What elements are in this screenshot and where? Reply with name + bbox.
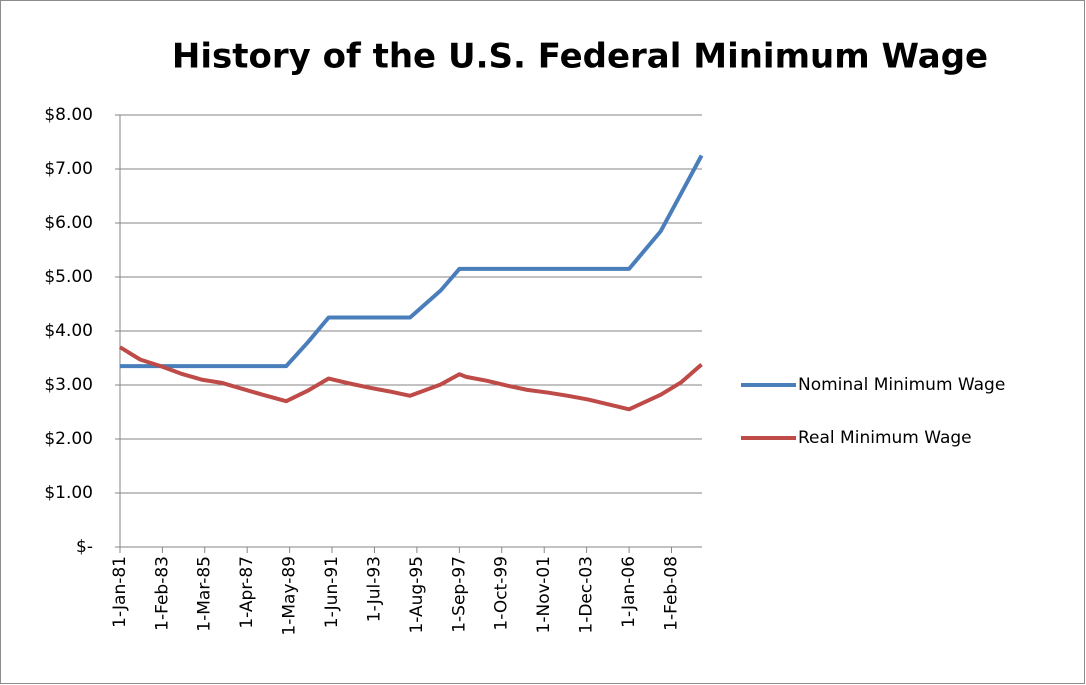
x-tick-label: 1-Sep-97 bbox=[449, 556, 469, 633]
x-tick-label: 1-Feb-83 bbox=[152, 556, 172, 631]
legend-label: Nominal Minimum Wage bbox=[798, 375, 1005, 395]
y-tick-label: $1.00 bbox=[44, 483, 93, 503]
x-tick-label: 1-Feb-08 bbox=[662, 556, 682, 631]
y-tick-label: $2.00 bbox=[44, 429, 93, 449]
series-line bbox=[118, 345, 703, 412]
x-tick-label: 1-Aug-95 bbox=[407, 556, 427, 634]
y-tick-label: $- bbox=[76, 537, 93, 557]
x-tick-label: 1-Jul-93 bbox=[364, 556, 384, 622]
x-tick-label: 1-Apr-87 bbox=[237, 556, 257, 629]
x-tick-label: 1-May-89 bbox=[280, 556, 300, 636]
x-tick-label: 1-Nov-01 bbox=[534, 556, 554, 633]
x-tick-label: 1-Dec-03 bbox=[577, 556, 597, 634]
x-tick-label: 1-Mar-85 bbox=[195, 556, 215, 632]
x-tick-label: 1-Jan-06 bbox=[619, 556, 639, 628]
y-tick-label: $7.00 bbox=[44, 159, 93, 179]
chart-title: History of the U.S. Federal Minimum Wage bbox=[172, 37, 988, 77]
y-tick-label: $5.00 bbox=[44, 267, 93, 287]
y-tick-label: $3.00 bbox=[44, 375, 93, 395]
y-tick-label: $8.00 bbox=[44, 105, 93, 125]
y-tick-label: $4.00 bbox=[44, 321, 93, 341]
x-tick-label: 1-Oct-99 bbox=[492, 556, 512, 631]
series-line bbox=[120, 154, 704, 369]
x-tick-label: 1-Jan-81 bbox=[110, 556, 130, 628]
y-tick-label: $6.00 bbox=[44, 213, 93, 233]
legend-label: Real Minimum Wage bbox=[798, 428, 972, 448]
x-tick-label: 1-Jun-91 bbox=[322, 556, 342, 628]
